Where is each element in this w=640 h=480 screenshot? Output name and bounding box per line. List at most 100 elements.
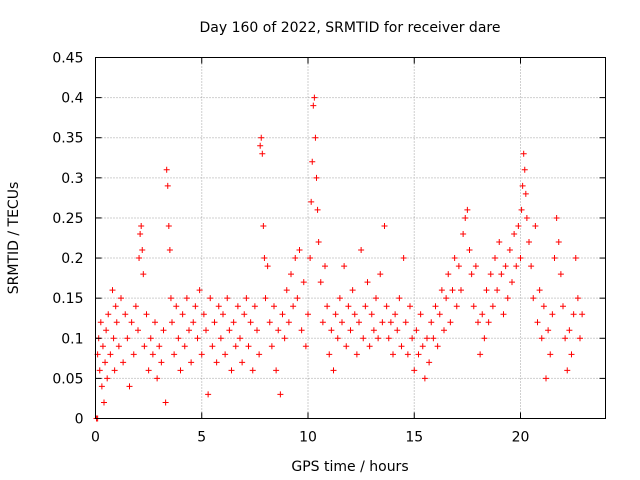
data-point — [273, 367, 280, 374]
data-point — [518, 206, 525, 213]
data-point — [162, 399, 169, 406]
data-point — [310, 102, 317, 109]
data-point — [520, 150, 527, 157]
data-point — [120, 359, 127, 366]
data-point — [551, 255, 558, 262]
data-point — [390, 351, 396, 358]
data-point — [261, 255, 268, 262]
data-point — [424, 335, 430, 342]
data-point — [279, 311, 286, 318]
data-point — [196, 287, 203, 294]
data-point — [313, 174, 320, 181]
data-point — [126, 383, 133, 390]
data-point — [428, 319, 435, 326]
data-point — [409, 335, 416, 342]
data-point — [211, 319, 218, 326]
data-point — [345, 303, 352, 310]
data-point — [330, 367, 337, 374]
data-point — [96, 367, 103, 374]
data-point — [513, 263, 520, 270]
data-point — [317, 279, 324, 286]
data-point — [577, 335, 583, 342]
data-point — [407, 303, 413, 310]
data-point — [271, 303, 277, 310]
data-point — [169, 319, 175, 326]
data-point — [247, 319, 254, 326]
data-point — [434, 343, 441, 350]
data-point — [489, 303, 496, 310]
data-point — [347, 327, 354, 334]
x-tick-labels: 0 5 10 15 20 — [91, 430, 529, 446]
data-point — [336, 295, 343, 302]
data-point — [564, 367, 571, 374]
data-point — [143, 311, 150, 318]
data-point — [517, 255, 524, 262]
data-point — [104, 375, 111, 382]
data-point — [383, 303, 390, 310]
data-point — [366, 343, 373, 350]
data-point — [128, 319, 135, 326]
data-point — [498, 271, 505, 278]
data-point — [213, 359, 220, 366]
data-point — [477, 351, 484, 358]
data-point — [528, 263, 535, 270]
y-tick-label: 0.45 — [52, 51, 83, 67]
data-point — [312, 134, 319, 141]
data-point — [319, 319, 326, 326]
data-point — [260, 222, 267, 229]
data-point — [570, 311, 577, 318]
data-point — [466, 247, 473, 254]
data-point — [453, 303, 460, 310]
data-point — [300, 279, 307, 286]
data-point — [222, 351, 229, 358]
data-point — [281, 335, 288, 342]
data-point — [530, 295, 537, 302]
data-point — [122, 311, 129, 318]
data-point — [364, 279, 371, 286]
data-point — [555, 239, 562, 246]
data-point — [483, 287, 490, 294]
data-point — [426, 359, 433, 366]
data-point — [417, 311, 424, 318]
data-point — [215, 303, 222, 310]
data-point — [385, 335, 392, 342]
data-point — [496, 239, 503, 246]
data-point — [200, 311, 207, 318]
data-point — [545, 327, 552, 334]
data-point — [245, 343, 252, 350]
data-point — [105, 311, 112, 318]
data-point — [198, 351, 205, 358]
data-point — [487, 271, 494, 278]
data-point — [308, 198, 315, 205]
chart-title: Day 160 of 2022, SRMTID for receiver dar… — [200, 20, 501, 36]
data-point — [259, 150, 266, 157]
data-point — [532, 222, 539, 229]
data-point — [137, 230, 144, 237]
data-point — [557, 271, 564, 278]
data-point — [362, 303, 369, 310]
data-point — [445, 271, 452, 278]
data-point — [217, 335, 224, 342]
data-point — [368, 311, 375, 318]
data-point — [438, 287, 445, 294]
data-point — [436, 311, 443, 318]
data-point — [307, 255, 314, 262]
data-point — [232, 343, 239, 350]
data-point — [305, 311, 311, 318]
data-point — [468, 271, 475, 278]
data-point — [101, 399, 107, 406]
data-point — [443, 295, 450, 302]
x-tick-label: 15 — [405, 430, 423, 446]
data-point — [562, 335, 569, 342]
y-tick-label: 0.15 — [52, 291, 83, 307]
data-point — [360, 335, 367, 342]
data-point — [404, 351, 411, 358]
data-point — [164, 182, 171, 189]
data-point — [324, 303, 331, 310]
data-point — [472, 263, 479, 270]
data-point — [138, 222, 145, 229]
data-point — [207, 295, 214, 302]
data-point — [139, 247, 146, 254]
data-point — [205, 391, 212, 398]
data-point — [140, 271, 147, 278]
